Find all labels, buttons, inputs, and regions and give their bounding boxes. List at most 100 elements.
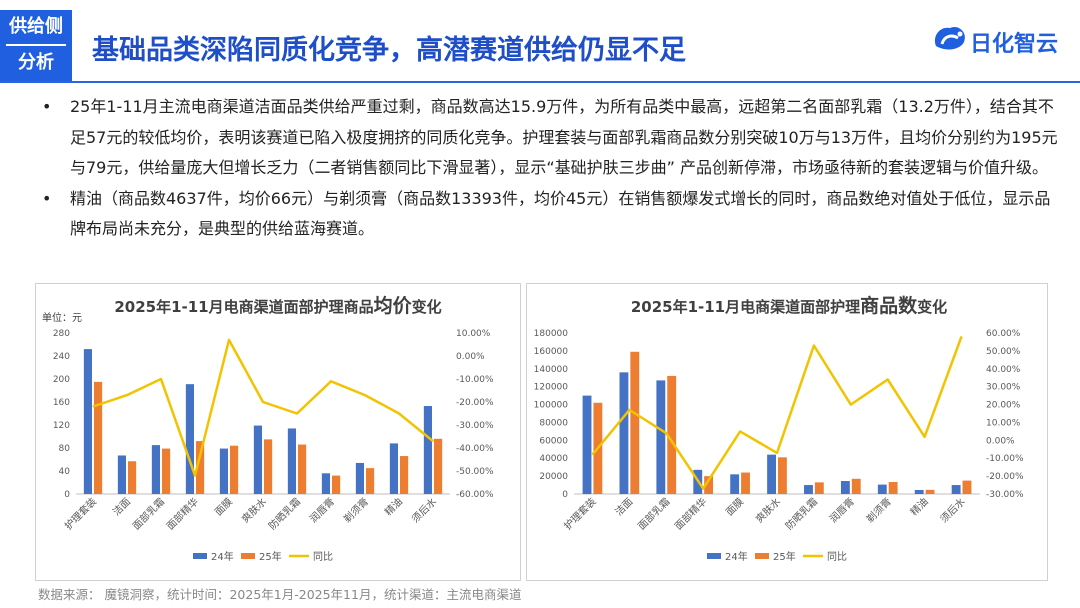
section-tag: 供给侧 分析 (0, 10, 72, 82)
x-tick-label: 精油 (382, 495, 405, 518)
x-tick-label: 洁面 (612, 495, 635, 518)
bar-24 (389, 443, 398, 494)
yoy-point (702, 488, 704, 490)
bar-25 (366, 468, 375, 494)
bar-25 (400, 456, 409, 494)
y-tick-label: 160000 (534, 347, 569, 357)
yoy-point (126, 394, 128, 396)
y2-tick-label: -20.00% (456, 398, 494, 408)
bar-24 (656, 380, 666, 494)
y2-tick-label: 40.00% (986, 365, 1021, 375)
bar-24 (253, 425, 262, 494)
bar-25 (332, 475, 341, 494)
bar-25 (230, 445, 239, 494)
product-count-chart-panel: 2025年1-11月电商渠道面部护理商品数变化 0 20000 40000 60000 8… (526, 283, 1048, 581)
y-tick-label: 140000 (534, 365, 569, 375)
chart-title-emphasis: 均价 (374, 294, 413, 317)
bar-25 (667, 375, 677, 494)
yoy-point (194, 475, 196, 477)
x-tick-label: 面膜 (212, 496, 235, 519)
x-tick-label: 面膜 (724, 496, 747, 519)
brand-logo-icon (934, 26, 965, 50)
yoy-line (591, 336, 963, 490)
x-tick-label: 面部精华 (672, 495, 709, 532)
bar-24 (914, 489, 924, 494)
legend-label-25: 25年 (259, 550, 282, 563)
yoy-point (776, 452, 778, 454)
y-tick-label: 80000 (539, 418, 568, 428)
unit-label: 单位：元 (42, 311, 82, 324)
data-source-note: 数据来源： 魔镜洞察，统计时间：2025年1月-2025年11月，统计渠道：主流… (38, 587, 522, 602)
bar-24 (151, 445, 160, 494)
bar-24 (321, 473, 330, 494)
bar-24 (287, 428, 296, 494)
x-tick-label: 剃须膏 (863, 495, 893, 525)
y-tick-label: 60000 (539, 436, 568, 446)
chart-title-main: 2025年1-11月电商渠道面部护理 (631, 298, 860, 316)
x-tick-label: 面部精华 (164, 495, 201, 532)
yoy-line (92, 338, 434, 477)
x-tick-label: 精油 (907, 495, 930, 518)
bar-25 (851, 478, 861, 494)
y-tick-label: 200 (53, 375, 70, 385)
y-tick-label: 120000 (534, 383, 569, 393)
section-tag-line1: 供给侧 (9, 16, 63, 37)
section-tag-line2: 分析 (18, 52, 54, 73)
page-title: 基础品类深陷同质化竞争，高潜赛道供给仍显不足 (92, 35, 686, 66)
bar-25 (434, 438, 443, 494)
x-tick-label: 爽肤水 (239, 495, 269, 525)
bar-24 (219, 448, 228, 494)
y2-tick-label: -60.00% (456, 490, 494, 500)
legend-label-24: 24年 (725, 550, 748, 563)
avg-price-chart-panel: 2025年1-11月电商渠道面部护理商品均价变化 单位：元 0 40 80 120 160 2… (35, 283, 521, 581)
x-tick-label: 护理套装 (62, 495, 99, 532)
bar-24 (804, 485, 813, 494)
x-tick-label: 防晒乳霜 (783, 495, 820, 532)
bar-25 (298, 444, 307, 494)
yoy-point (591, 454, 593, 456)
y2-tick-label: 20.00% (986, 401, 1021, 411)
y-tick-label: 80 (59, 444, 71, 454)
bullet-text: 25年1-11月主流电商渠道洁面品类供给严重过剩，商品数高达15.9万件，为所有… (70, 97, 1058, 177)
y-tick-label: 180000 (534, 329, 569, 339)
chart-title-emphasis: 商品数 (860, 294, 918, 317)
bar-25 (962, 480, 972, 494)
yoy-point (262, 401, 264, 403)
bar-24 (185, 384, 194, 494)
y2-tick-label: -20.00% (986, 472, 1024, 482)
bullet-dot: • (42, 97, 52, 116)
bar-24 (423, 406, 432, 494)
bar-24 (767, 454, 776, 494)
bullet-text: 精油（商品数4637件，均价66元）与剃须膏（商品数13393件，均价45元）在… (70, 188, 1051, 239)
bar-24 (877, 484, 887, 494)
y-tick-label: 160 (53, 398, 70, 408)
bullet-dot: • (42, 188, 52, 208)
yoy-point (813, 345, 815, 347)
x-tick-label: 润唇膏 (307, 495, 337, 525)
x-tick-label: 洁面 (110, 495, 133, 518)
x-tick-label: 须后水 (409, 496, 439, 526)
yoy-point (92, 406, 94, 408)
yoy-point (739, 430, 741, 432)
y-tick-label: 40 (59, 467, 71, 477)
chart-title-main: 2025年1-11月电商渠道面部护理商品 (114, 298, 373, 316)
y-tick-label: 120 (53, 421, 70, 431)
bar-25 (630, 351, 640, 494)
y2-tick-label: -10.00% (986, 454, 1024, 464)
y2-tick-label: -50.00% (456, 467, 494, 477)
chart-title-tail: 变化 (917, 298, 947, 316)
x-tick-label: 面部乳霜 (130, 495, 167, 532)
y2-tick-label: 10.00% (986, 418, 1021, 428)
yoy-point (330, 380, 332, 382)
x-tick-label: 须后水 (938, 496, 968, 526)
bar-25 (741, 472, 750, 494)
section-tag-divider (6, 44, 66, 46)
bar-24 (582, 395, 592, 494)
yoy-point (160, 378, 162, 380)
y2-tick-label: -40.00% (456, 444, 494, 454)
y-tick-label: 0 (562, 490, 568, 500)
x-tick-label: 防晒乳霜 (266, 495, 303, 532)
y-tick-label: 20000 (539, 472, 568, 482)
yoy-point (432, 440, 434, 442)
